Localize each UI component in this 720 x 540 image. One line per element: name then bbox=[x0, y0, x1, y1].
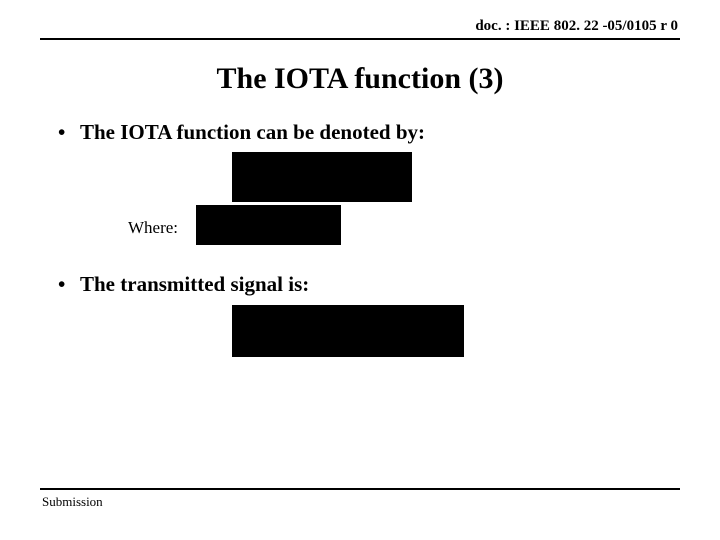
bullet-1-text: The IOTA function can be denoted by: bbox=[80, 120, 425, 144]
equation-2-box bbox=[196, 205, 341, 245]
where-label: Where: bbox=[128, 218, 178, 238]
footer-rule bbox=[40, 488, 680, 490]
equation-3-box bbox=[232, 305, 464, 357]
doc-id: doc. : IEEE 802. 22 -05/0105 r 0 bbox=[475, 18, 678, 35]
equation-1-box bbox=[232, 152, 412, 202]
footer-text: Submission bbox=[42, 494, 103, 510]
bullet-dot-icon: • bbox=[58, 272, 80, 297]
bullet-2: •The transmitted signal is: bbox=[58, 272, 309, 297]
bullet-2-text: The transmitted signal is: bbox=[80, 272, 309, 296]
bullet-dot-icon: • bbox=[58, 120, 80, 145]
header-rule bbox=[40, 38, 680, 40]
slide-title: The IOTA function (3) bbox=[0, 62, 720, 96]
slide: doc. : IEEE 802. 22 -05/0105 r 0 The IOT… bbox=[0, 0, 720, 540]
bullet-1: •The IOTA function can be denoted by: bbox=[58, 120, 425, 145]
